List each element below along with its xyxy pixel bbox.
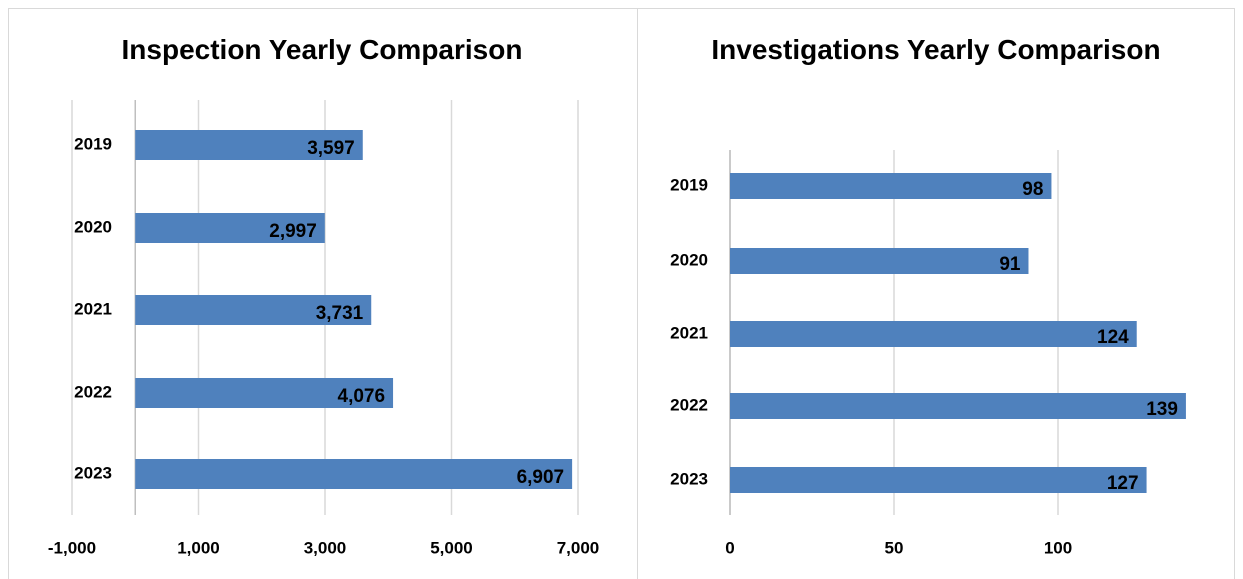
- x-tick-label: 0: [725, 538, 734, 557]
- value-label: 3,597: [307, 138, 355, 159]
- value-label: 98: [1022, 179, 1043, 200]
- category-label: 2023: [74, 463, 112, 482]
- chart-title: Investigations Yearly Comparison: [711, 34, 1160, 65]
- category-label: 2022: [670, 395, 708, 414]
- chart-title: Inspection Yearly Comparison: [122, 34, 523, 65]
- value-label: 127: [1107, 473, 1139, 494]
- bar: [135, 295, 372, 325]
- category-label: 2019: [670, 175, 708, 194]
- bar: [730, 321, 1137, 347]
- x-tick-label: 7,000: [557, 538, 600, 557]
- bar: [730, 467, 1147, 493]
- value-label: 6,907: [517, 467, 565, 488]
- category-label: 2019: [74, 134, 112, 153]
- x-tick-label: 5,000: [430, 538, 473, 557]
- value-label: 2,997: [269, 221, 317, 242]
- category-label: 2020: [670, 250, 708, 269]
- bar: [135, 378, 394, 408]
- bar: [730, 393, 1186, 419]
- value-label: 3,731: [316, 303, 364, 324]
- x-tick-label: 100: [1044, 538, 1072, 557]
- bar: [135, 130, 363, 160]
- x-tick-label: 1,000: [177, 538, 220, 557]
- category-label: 2022: [74, 382, 112, 401]
- value-label: 124: [1097, 327, 1129, 348]
- panel-border: [8, 8, 1235, 579]
- value-label: 4,076: [338, 386, 386, 407]
- bar: [730, 173, 1052, 199]
- value-label: 139: [1146, 399, 1178, 420]
- category-label: 2021: [74, 299, 112, 318]
- category-label: 2020: [74, 217, 112, 236]
- category-label: 2023: [670, 469, 708, 488]
- x-tick-label: 3,000: [304, 538, 347, 557]
- bar: [135, 459, 573, 489]
- bar: [730, 248, 1029, 274]
- x-tick-label: 50: [885, 538, 904, 557]
- value-label: 91: [999, 254, 1021, 275]
- category-label: 2021: [670, 323, 708, 342]
- bar: [135, 213, 325, 243]
- x-tick-label: -1,000: [48, 538, 96, 557]
